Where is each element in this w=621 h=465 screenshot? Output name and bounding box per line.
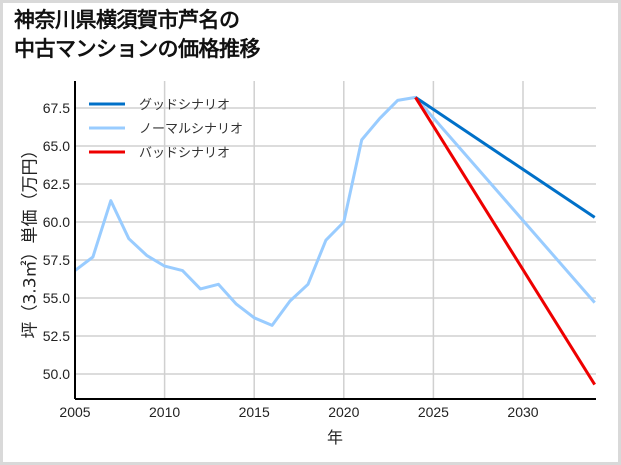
y-tick-label: 57.5 bbox=[43, 252, 70, 268]
x-tick-label: 2025 bbox=[418, 404, 449, 420]
legend-label: バッドシナリオ bbox=[139, 146, 230, 161]
x-tick-label: 2005 bbox=[59, 404, 90, 420]
series-line bbox=[74, 95, 596, 327]
series-line bbox=[414, 96, 596, 386]
x-tick-label: 2030 bbox=[507, 404, 538, 420]
y-tick-label: 50.0 bbox=[43, 366, 70, 382]
y-tick-label: 52.5 bbox=[43, 328, 70, 344]
legend-label: グッドシナリオ bbox=[139, 98, 230, 113]
y-tick-label: 65.0 bbox=[43, 138, 70, 154]
legend-label: ノーマルシナリオ bbox=[139, 122, 243, 137]
series-line bbox=[414, 96, 596, 219]
y-tick-label: 60.0 bbox=[43, 214, 70, 230]
x-tick-label: 2015 bbox=[239, 404, 270, 420]
y-tick-label: 67.5 bbox=[43, 100, 70, 116]
y-tick-label: 62.5 bbox=[43, 176, 70, 192]
chart-card bbox=[3, 3, 618, 462]
gridlines bbox=[75, 81, 596, 399]
axis-ticks: 2005 2010 2015 2020 2025 2030 50.0 52.5 55.0 57.5… bbox=[43, 100, 539, 420]
y-tick-label: 55.0 bbox=[43, 290, 70, 306]
x-tick-label: 2010 bbox=[149, 404, 180, 420]
axes bbox=[74, 81, 596, 400]
chart-title: 神奈川県横須賀市芦名の 中古マンションの価格推移 bbox=[14, 6, 261, 64]
x-tick-label: 2020 bbox=[328, 404, 359, 420]
series-lines bbox=[74, 95, 596, 386]
title-line-1: 神奈川県横須賀市芦名の bbox=[14, 8, 240, 32]
x-axis-label: 年 bbox=[326, 428, 344, 447]
title-line-2: 中古マンションの価格推移 bbox=[14, 37, 261, 61]
